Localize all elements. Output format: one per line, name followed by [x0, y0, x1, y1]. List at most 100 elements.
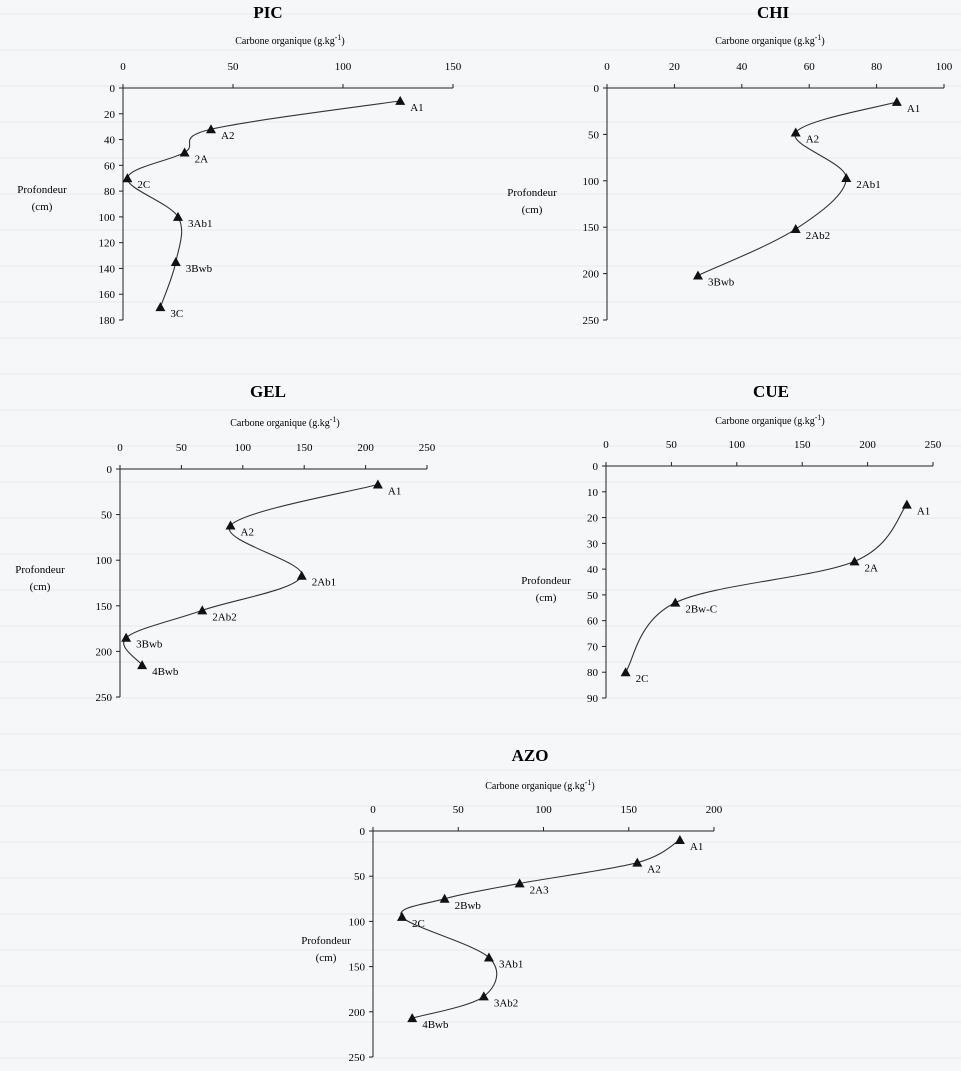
data-point-marker: [396, 911, 407, 921]
y-tick-label: 20: [104, 109, 116, 121]
profile-curve: [400, 839, 681, 1019]
x-tick-label: 50: [666, 439, 678, 451]
data-point-marker: [620, 667, 631, 677]
data-point-label: 2C: [636, 673, 649, 685]
data-point-marker: [692, 270, 703, 280]
data-point-marker: [670, 597, 681, 607]
data-point-label: 4Bwb: [152, 666, 179, 678]
x-tick-label: 80: [871, 61, 883, 73]
x-axis-label-text: Carbone organique (g.kg: [230, 418, 330, 429]
data-point-label: 2Ab1: [312, 577, 336, 589]
data-point-marker: [121, 632, 132, 642]
data-point-marker: [197, 605, 208, 615]
chart-chi: CHI Carbone organique (g.kg-1) Profondeur (…: [507, 3, 953, 327]
data-point-label: 3Ab1: [499, 959, 523, 971]
x-axis-label-text: Carbone organique (g.kg: [235, 36, 335, 47]
data-point-label: A2: [806, 134, 819, 146]
x-axis-label-text: Carbone organique (g.kg: [715, 36, 815, 47]
x-axis-label: Carbone organique (g.kg-1): [230, 415, 340, 429]
x-tick-label: 200: [357, 442, 374, 454]
data-point-label: A2: [241, 527, 254, 539]
data-point-label: A2: [647, 864, 660, 876]
data-point-label: 3C: [170, 308, 183, 320]
y-axis-label: (cm): [30, 581, 51, 593]
y-axis-label: Profondeur: [15, 564, 65, 576]
x-tick-label: 0: [120, 61, 126, 73]
y-tick-label: 40: [104, 135, 116, 147]
chart-title: GEL: [250, 382, 286, 401]
data-point-marker: [137, 660, 148, 670]
data-point-marker: [395, 95, 406, 105]
x-tick-label: 100: [936, 61, 953, 73]
y-tick-label: 140: [99, 263, 116, 275]
x-tick-label: 0: [370, 804, 376, 816]
y-tick-label: 70: [587, 641, 599, 653]
x-tick-label: 50: [176, 442, 188, 454]
y-tick-label: 10: [587, 487, 599, 499]
y-tick-label: 100: [96, 555, 113, 567]
data-point-marker: [225, 520, 236, 530]
y-tick-label: 0: [593, 461, 599, 473]
data-point-marker: [632, 857, 643, 867]
y-axis-label: Profondeur: [507, 187, 557, 199]
data-point-label: 3Ab1: [188, 218, 212, 230]
data-point-label: A1: [388, 486, 401, 498]
data-point-marker: [790, 224, 801, 234]
y-tick-label: 40: [587, 564, 599, 576]
x-axis-label-superscript: -1: [815, 33, 822, 42]
chart-azo: AZO Carbone organique (g.kg-1) Profondeur (…: [301, 746, 723, 1064]
data-point-marker: [439, 893, 450, 903]
y-axis-label: (cm): [32, 201, 53, 213]
profile-curve: [126, 100, 401, 308]
x-axis-label-text: Carbone organique (g.kg: [715, 416, 815, 427]
data-point-marker: [206, 124, 216, 134]
data-point-marker: [179, 147, 190, 157]
y-tick-label: 100: [349, 916, 366, 928]
x-tick-label: 0: [604, 61, 610, 73]
data-point-label: 2A3: [530, 884, 549, 896]
x-axis-label-superscript: -1: [335, 33, 342, 42]
x-axis-label-superscript: -1: [585, 778, 592, 787]
data-point-label: A1: [410, 102, 423, 114]
y-tick-label: 160: [99, 289, 116, 301]
data-point-label: A1: [917, 506, 930, 518]
x-axis-label: Carbone organique (g.kg-1): [485, 778, 595, 792]
chart-pic: PIC Carbone organique (g.kg-1) Profondeur (…: [17, 3, 462, 327]
x-tick-label: 200: [706, 804, 723, 816]
x-tick-label: 200: [859, 439, 876, 451]
y-tick-label: 0: [594, 83, 600, 95]
x-tick-label: 150: [296, 442, 313, 454]
profile-curve: [625, 504, 908, 673]
x-tick-label: 60: [804, 61, 816, 73]
data-point-marker: [155, 302, 166, 312]
x-tick-label: 0: [117, 442, 123, 454]
chart-gel: GEL Carbone organique (g.kg-1) Profondeur (…: [15, 382, 436, 704]
chart-cue: CUE Carbone organique (g.kg-1) Profondeur (…: [521, 382, 942, 705]
x-axis-label-close: ): [821, 36, 824, 47]
y-tick-label: 60: [587, 616, 599, 628]
y-tick-label: 200: [96, 646, 113, 658]
y-tick-label: 120: [99, 238, 116, 250]
data-point-label: 3Ab2: [494, 997, 518, 1009]
x-tick-label: 250: [925, 439, 942, 451]
data-point-marker: [296, 570, 307, 580]
page-background-lines: [0, 13, 961, 1059]
data-point-marker: [514, 878, 525, 888]
x-tick-label: 0: [603, 439, 609, 451]
y-tick-label: 80: [587, 667, 599, 679]
x-axis-label: Carbone organique (g.kg-1): [715, 33, 825, 47]
data-point-marker: [483, 952, 494, 962]
y-tick-label: 200: [349, 1007, 366, 1019]
y-tick-label: 0: [110, 83, 116, 95]
data-point-label: 2A: [865, 562, 879, 574]
x-tick-label: 100: [535, 804, 552, 816]
chart-title: CUE: [753, 382, 789, 401]
x-tick-label: 150: [794, 439, 811, 451]
y-tick-label: 250: [583, 315, 600, 327]
y-tick-label: 50: [588, 129, 600, 141]
chart-title: PIC: [253, 3, 282, 22]
data-point-marker: [901, 499, 912, 509]
x-tick-label: 150: [445, 61, 462, 73]
y-tick-label: 0: [360, 826, 366, 838]
